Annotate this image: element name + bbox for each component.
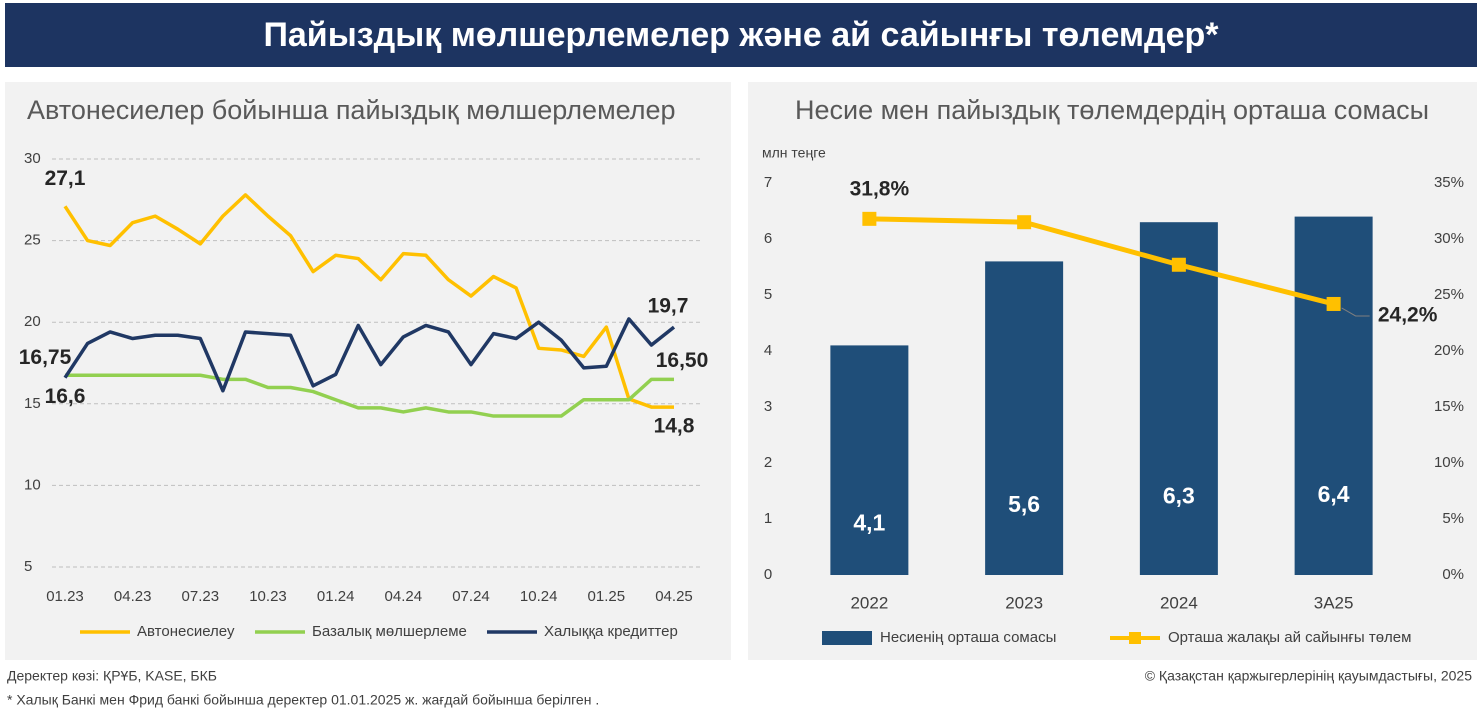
copyright: © Қазақстан қаржыгерлерінің қауымдастығы…: [1145, 668, 1472, 684]
line-series: [65, 373, 674, 418]
x-tick-label: 04.23: [114, 588, 152, 605]
line-marker: [1171, 257, 1186, 272]
data-label: 27,1: [45, 167, 86, 190]
y-tick-label: 10: [24, 476, 41, 493]
header-title: Пайыздық мөлшерлемелер және ай сайынғы т…: [263, 16, 1219, 54]
data-label: 5,6: [1008, 491, 1040, 517]
legend-label: Несиенің орташа сомасы: [880, 629, 1056, 646]
legend-swatch: [822, 631, 872, 645]
y2-tick-label: 20%: [1434, 342, 1464, 359]
line-series: [869, 216, 1335, 307]
line-marker: [1326, 296, 1341, 311]
y2-tick-label: 0%: [1442, 566, 1464, 583]
x-tick-label: 2022: [850, 593, 888, 612]
leader-line: [1341, 307, 1370, 317]
data-label: 19,7: [648, 295, 689, 318]
y-tick-label: 30: [24, 150, 41, 167]
x-tick-label: 04.25: [655, 588, 693, 605]
chart-title: Автонесиелер бойынша пайыздық мөлшерлеме…: [27, 95, 676, 125]
line-marker: [1017, 215, 1032, 230]
data-label: 16,75: [19, 346, 72, 369]
note: * Халық Банкі мен Фрид банкі бойынша дер…: [7, 692, 599, 708]
y2-tick-label: 35%: [1434, 174, 1464, 191]
x-tick-label: 3A25: [1314, 593, 1354, 612]
x-tick-label: 04.24: [385, 588, 423, 605]
x-tick-label: 10.23: [249, 588, 287, 605]
bar: [1294, 216, 1373, 575]
y-tick-label: 0: [764, 566, 772, 583]
legend-label: Автонесиелеу: [137, 623, 235, 640]
y-tick-label: 15: [24, 395, 41, 412]
y-axis-label: млн теңге: [762, 145, 826, 161]
y-tick-label: 20: [24, 313, 41, 330]
data-label: 16,50: [656, 349, 709, 372]
y-tick-label: 6: [764, 230, 772, 247]
data-label: 6,4: [1318, 481, 1350, 507]
y2-tick-label: 15%: [1434, 398, 1464, 415]
y-tick-label: 4: [764, 342, 772, 359]
legend-label: Базалық мөлшерлеме: [312, 623, 467, 640]
y-tick-label: 25: [24, 232, 41, 249]
x-tick-label: 01.24: [317, 588, 355, 605]
y-tick-label: 3: [764, 398, 772, 415]
y-tick-label: 5: [764, 286, 772, 303]
y-tick-label: 7: [764, 174, 772, 191]
data-label: 16,6: [45, 385, 86, 408]
x-tick-label: 10.24: [520, 588, 558, 605]
data-label: 6,3: [1163, 482, 1195, 508]
y2-tick-label: 25%: [1434, 286, 1464, 303]
y-tick-label: 5: [24, 558, 32, 575]
data-label: 14,8: [654, 415, 695, 438]
y-tick-label: 2: [764, 454, 772, 471]
x-tick-label: 2024: [1160, 593, 1198, 612]
source: Деректер көзі: ҚРҰБ, KASE, БКБ: [7, 668, 217, 684]
x-tick-label: 01.23: [46, 588, 84, 605]
x-tick-label: 01.25: [588, 588, 626, 605]
legend-swatch: [1129, 632, 1141, 644]
data-label: 31,8%: [850, 177, 910, 200]
bar: [830, 345, 909, 575]
bar: [985, 261, 1064, 575]
bar: [1139, 222, 1218, 575]
data-label: 4,1: [853, 510, 885, 536]
header-bar: [5, 3, 1477, 67]
y2-tick-label: 5%: [1442, 510, 1464, 527]
y-tick-label: 1: [764, 510, 772, 527]
line-series: [63, 317, 676, 393]
legend-label: Орташа жалақы ай сайынғы төлем: [1168, 629, 1411, 646]
legend-label: Халыққа кредиттер: [544, 623, 678, 640]
x-tick-label: 07.24: [452, 588, 490, 605]
line-marker: [862, 211, 877, 226]
chart-title: Несие мен пайыздық төлемдердің орташа со…: [795, 95, 1429, 125]
x-tick-label: 07.23: [182, 588, 220, 605]
y2-tick-label: 30%: [1434, 230, 1464, 247]
x-tick-label: 2023: [1005, 593, 1043, 612]
data-label: 24,2%: [1378, 304, 1438, 327]
y2-tick-label: 10%: [1434, 454, 1464, 471]
left-panel: [5, 82, 731, 660]
